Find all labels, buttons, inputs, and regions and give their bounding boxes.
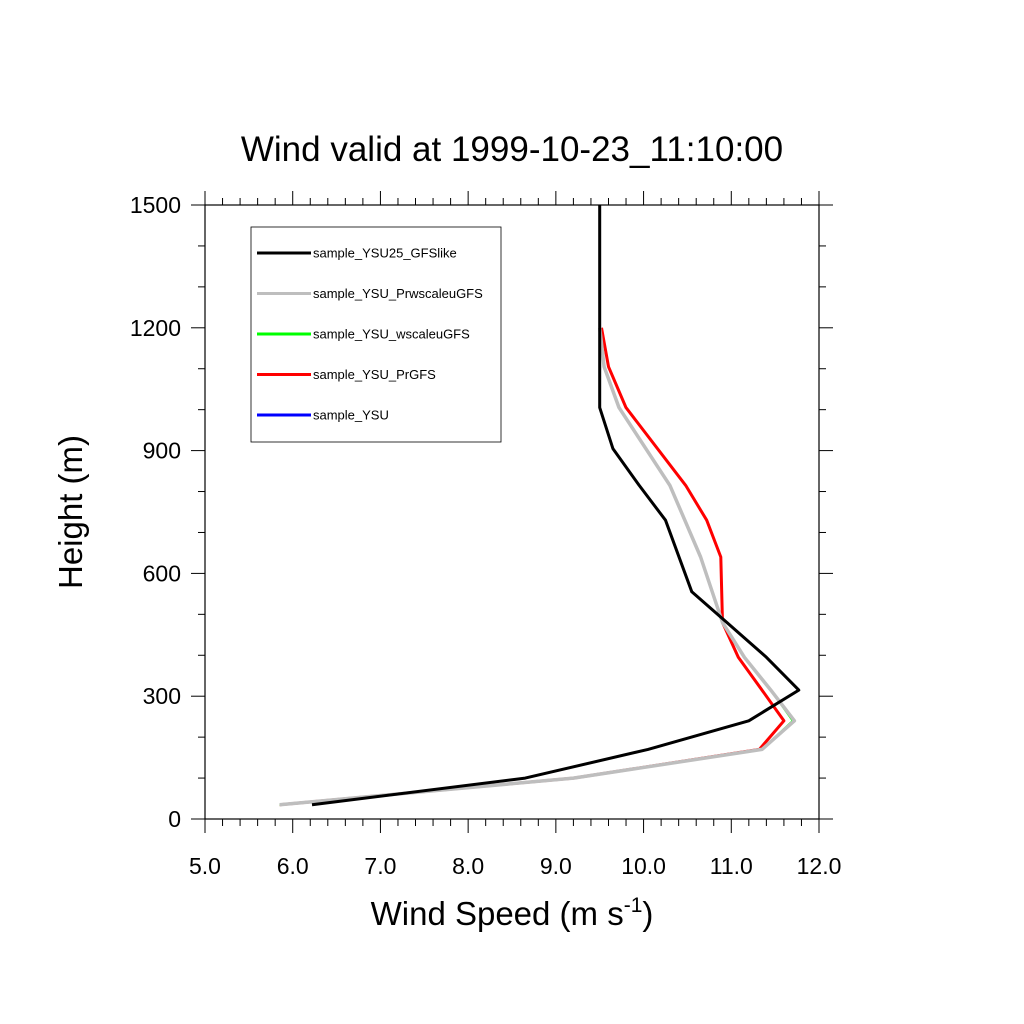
plot-frame — [204, 204, 820, 820]
y-tick-labels: 0 300 600 900 1200 1500 — [130, 192, 181, 832]
legend-label: sample_YSU_PrGFS — [313, 367, 436, 382]
legend-label: sample_YSU — [313, 408, 389, 423]
chart-title: Wind valid at 1999-10-23_11:10:00 — [241, 130, 783, 169]
series-line-sample_YSU25_GFSlike — [311, 205, 801, 807]
x-tick-label: 8.0 — [452, 853, 484, 879]
y-tick-label: 300 — [143, 683, 181, 709]
y-tick-label: 900 — [143, 438, 181, 464]
x-axis-label-tail: ) — [642, 895, 653, 932]
y-tick-label: 0 — [168, 806, 181, 832]
x-axis-label-superscript: -1 — [624, 894, 643, 917]
series-lines — [279, 205, 801, 807]
x-tick-label: 10.0 — [621, 853, 666, 879]
x-tick-label: 7.0 — [364, 853, 396, 879]
y-tick-label: 1500 — [130, 192, 181, 218]
legend-label: sample_YSU_PrwscaleuGFS — [313, 286, 483, 301]
legend-label: sample_YSU_wscaleuGFS — [313, 327, 470, 342]
axis-ticks — [191, 191, 833, 833]
legend: sample_YSU25_GFSlike sample_YSU_Prwscaleu… — [250, 226, 502, 443]
y-tick-label: 1200 — [130, 315, 181, 341]
x-tick-label: 11.0 — [710, 853, 753, 879]
y-tick-label: 600 — [143, 560, 181, 586]
x-tick-label: 6.0 — [277, 853, 309, 879]
legend-label: sample_YSU25_GFSlike — [313, 246, 457, 261]
x-axis-label: Wind Speed (m s-1) — [371, 894, 654, 932]
plot-border — [204, 204, 820, 820]
x-tick-label: 9.0 — [540, 853, 572, 879]
x-tick-labels: 5.0 6.0 7.0 8.0 9.0 10.0 11.0 12.0 — [189, 853, 841, 879]
x-axis-label-main: Wind Speed (m s — [371, 895, 624, 932]
x-tick-label: 12.0 — [797, 853, 842, 879]
x-tick-label: 5.0 — [189, 853, 221, 879]
series-line-sample_YSU_PrwscaleuGFS — [279, 327, 797, 807]
y-axis-label: Height (m) — [52, 435, 89, 589]
